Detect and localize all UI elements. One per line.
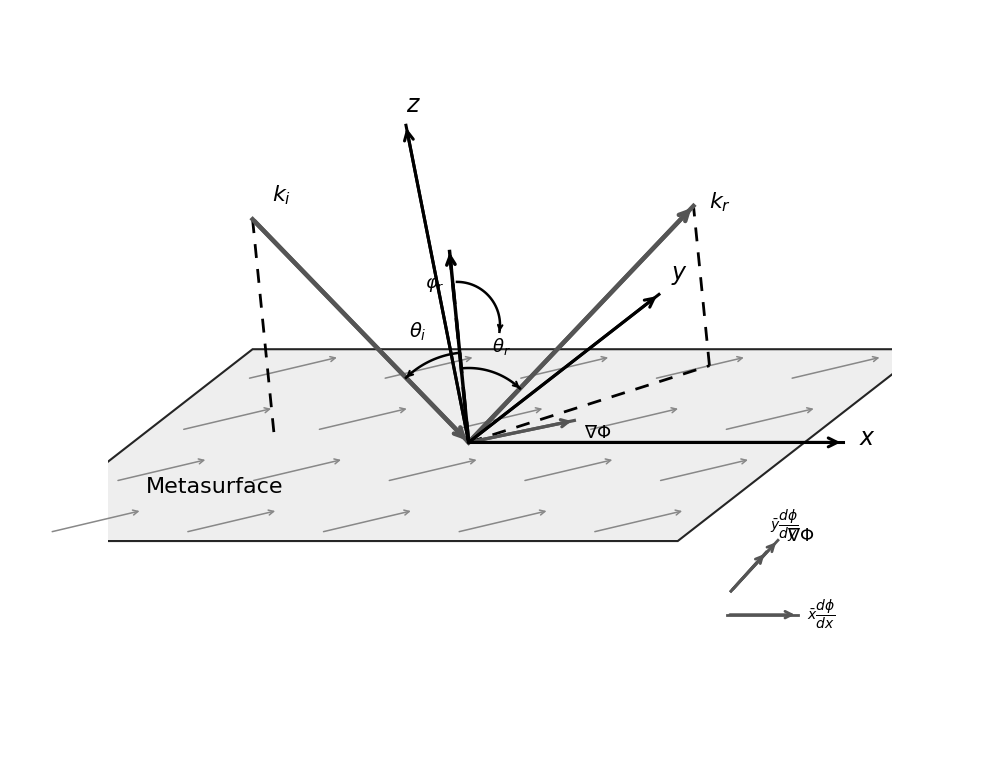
Polygon shape bbox=[6, 349, 924, 541]
Text: $z$: $z$ bbox=[406, 93, 421, 117]
Text: $\theta_i$: $\theta_i$ bbox=[409, 321, 426, 344]
Text: $k_i$: $k_i$ bbox=[272, 184, 291, 207]
Text: $\nabla\Phi$: $\nabla\Phi$ bbox=[787, 528, 815, 545]
Text: $\nabla\Phi$: $\nabla\Phi$ bbox=[584, 424, 611, 442]
Text: $k_r$: $k_r$ bbox=[709, 190, 731, 214]
Text: $\bar{y}\dfrac{d\phi}{dy}$: $\bar{y}\dfrac{d\phi}{dy}$ bbox=[770, 508, 799, 544]
Text: $\theta_r$: $\theta_r$ bbox=[492, 336, 511, 356]
Text: $\bar{x}\dfrac{d\phi}{dx}$: $\bar{x}\dfrac{d\phi}{dx}$ bbox=[807, 598, 835, 631]
Text: Metasurface: Metasurface bbox=[146, 477, 283, 497]
Text: $x$: $x$ bbox=[859, 427, 876, 450]
Text: $\varphi_r$: $\varphi_r$ bbox=[425, 276, 445, 294]
Text: $y$: $y$ bbox=[671, 262, 688, 287]
